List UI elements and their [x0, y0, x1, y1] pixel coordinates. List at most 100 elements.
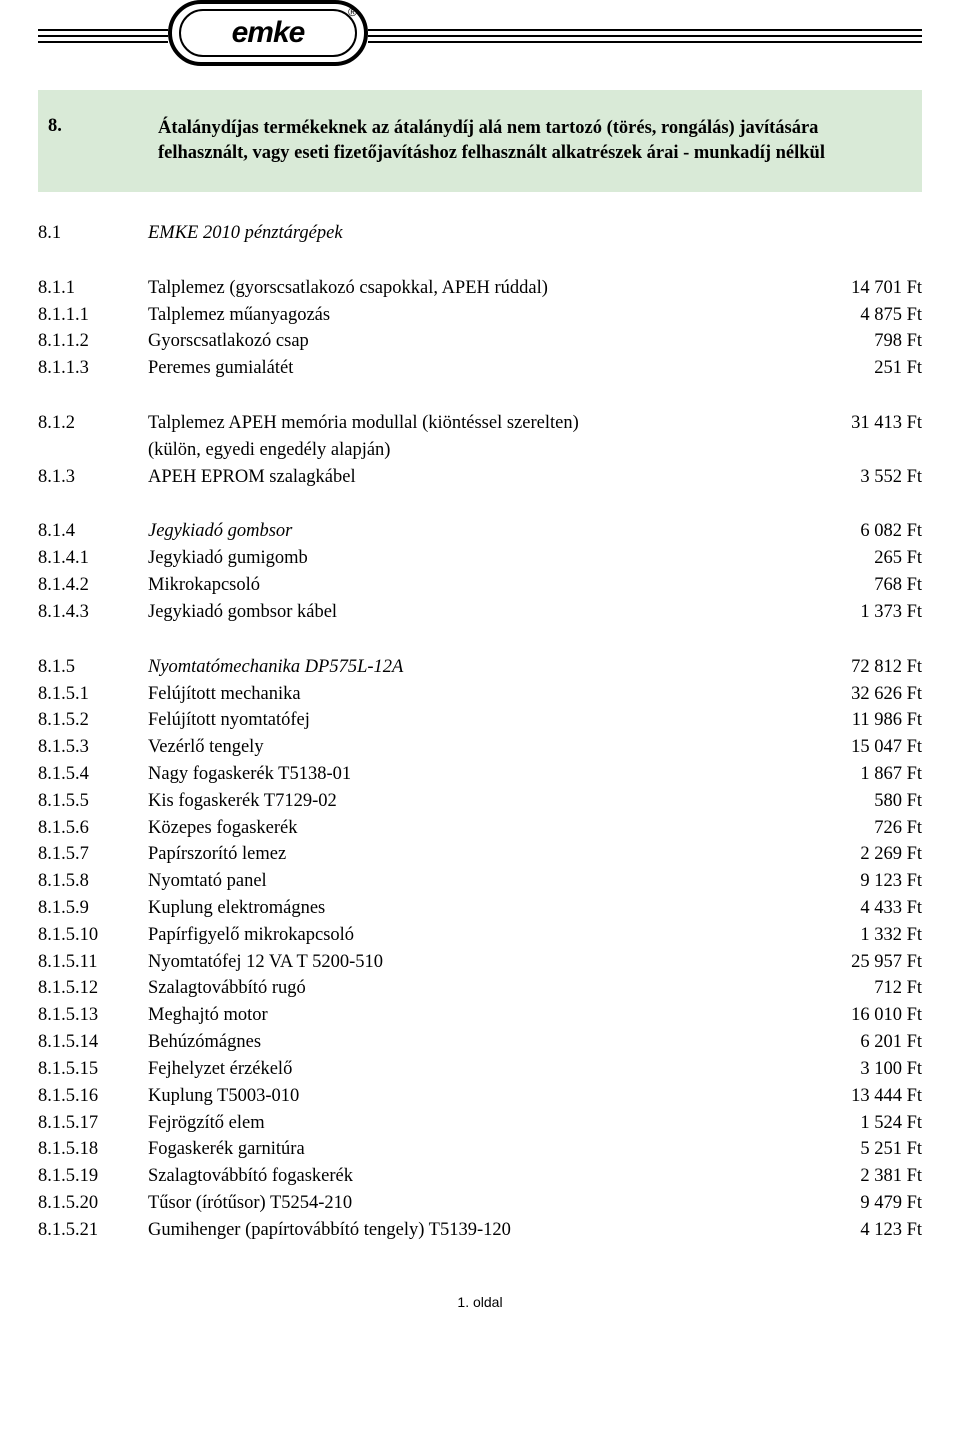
item-price: 5 251 Ft	[802, 1136, 922, 1163]
item-description: Nyomtató panel	[148, 868, 802, 895]
price-row: 8.1.1.3Peremes gumialátét251 Ft	[38, 355, 922, 382]
item-description: Mikrokapcsoló	[148, 572, 802, 599]
item-price: 6 082 Ft	[802, 518, 922, 545]
item-price: 1 867 Ft	[802, 761, 922, 788]
price-group: 8.1.1Talplemez (gyorscsatlakozó csapokka…	[38, 275, 922, 382]
price-row: 8.1.5.11Nyomtatófej 12 VA T 5200-51025 9…	[38, 949, 922, 976]
item-code: 8.1.5.19	[38, 1163, 148, 1190]
item-price: 726 Ft	[802, 815, 922, 842]
price-row: 8.1.5.21Gumihenger (papírtovábbító tenge…	[38, 1217, 922, 1244]
item-price: 16 010 Ft	[802, 1002, 922, 1029]
item-description: Kis fogaskerék T7129-02	[148, 788, 802, 815]
header-text: Átalánydíjas termékeknek az átalánydíj a…	[158, 116, 912, 166]
document-header: 8. Átalánydíjas termékeknek az átalánydí…	[38, 90, 922, 192]
item-description: Szalagtovábbító fogaskerék	[148, 1163, 802, 1190]
brand-logo: emke ®	[168, 0, 368, 66]
item-price: 14 701 Ft	[802, 275, 922, 302]
item-code: 8.1.5.14	[38, 1029, 148, 1056]
item-code: 8.1.1.3	[38, 355, 148, 382]
item-description: Jegykiadó gombsor	[148, 518, 802, 545]
item-price: 13 444 Ft	[802, 1083, 922, 1110]
item-price: 4 123 Ft	[802, 1217, 922, 1244]
price-group: 8.1.4Jegykiadó gombsor6 082 Ft8.1.4.1Jeg…	[38, 518, 922, 625]
item-code: 8.1.5.15	[38, 1056, 148, 1083]
item-code: 8.1.2	[38, 410, 148, 437]
item-code: 8.1.5.17	[38, 1110, 148, 1137]
item-description: APEH EPROM szalagkábel	[148, 464, 802, 491]
price-list: 8.1 EMKE 2010 pénztárgépek 8.1.1Talpleme…	[38, 220, 922, 1244]
item-code: 8.1.1.2	[38, 328, 148, 355]
item-description: Gyorscsatlakozó csap	[148, 328, 802, 355]
price-row: 8.1.5.8Nyomtató panel9 123 Ft	[38, 868, 922, 895]
price-row: 8.1.5.5Kis fogaskerék T7129-02580 Ft	[38, 788, 922, 815]
item-description: Nagy fogaskerék T5138-01	[148, 761, 802, 788]
price-row: 8.1.5.3Vezérlő tengely15 047 Ft	[38, 734, 922, 761]
item-description: Közepes fogaskerék	[148, 815, 802, 842]
price-row: 8.1.5.7Papírszorító lemez2 269 Ft	[38, 841, 922, 868]
item-code: 8.1.5.4	[38, 761, 148, 788]
logo-registered: ®	[348, 5, 357, 19]
item-description: Tűsor (írótűsor) T5254-210	[148, 1190, 802, 1217]
price-row: 8.1.1Talplemez (gyorscsatlakozó csapokka…	[38, 275, 922, 302]
item-price: 15 047 Ft	[802, 734, 922, 761]
item-code: 8.1.1.1	[38, 302, 148, 329]
item-code: 8.1.5.8	[38, 868, 148, 895]
price-row: 8.1.4Jegykiadó gombsor6 082 Ft	[38, 518, 922, 545]
item-description: Peremes gumialátét	[148, 355, 802, 382]
page: emke ® 8. Átalánydíjas termékeknek az át…	[0, 0, 960, 1350]
price-row: 8.1.4.3Jegykiadó gombsor kábel1 373 Ft	[38, 599, 922, 626]
price-row: 8.1.5.4Nagy fogaskerék T5138-011 867 Ft	[38, 761, 922, 788]
item-code: 8.1.5.3	[38, 734, 148, 761]
price-row: 8.1.5.6Közepes fogaskerék726 Ft	[38, 815, 922, 842]
item-description: Meghajtó motor	[148, 1002, 802, 1029]
item-price: 25 957 Ft	[802, 949, 922, 976]
item-description: (külön, egyedi engedély alapján)	[148, 437, 802, 464]
logo-bar: emke ®	[38, 0, 922, 72]
item-code: 8.1.4.1	[38, 545, 148, 572]
item-code: 8.1.5.18	[38, 1136, 148, 1163]
item-description: Talplemez APEH memória modullal (kiöntés…	[148, 410, 802, 437]
item-description: Fejrögzítő elem	[148, 1110, 802, 1137]
item-code: 8.1.5.1	[38, 681, 148, 708]
price-row: 8.1.4.2Mikrokapcsoló768 Ft	[38, 572, 922, 599]
section-code: 8.1	[38, 220, 148, 247]
item-code: 8.1.5.9	[38, 895, 148, 922]
item-price: 798 Ft	[802, 328, 922, 355]
item-code: 8.1.5.13	[38, 1002, 148, 1029]
price-row: 8.1.2Talplemez APEH memória modullal (ki…	[38, 410, 922, 437]
item-description: Jegykiadó gumigomb	[148, 545, 802, 572]
section-head-row: 8.1 EMKE 2010 pénztárgépek	[38, 220, 922, 247]
price-row: 8.1.5.10Papírfigyelő mikrokapcsoló1 332 …	[38, 922, 922, 949]
item-price: 72 812 Ft	[802, 654, 922, 681]
item-code: 8.1.5.6	[38, 815, 148, 842]
item-price: 1 332 Ft	[802, 922, 922, 949]
item-description: Gumihenger (papírtovábbító tengely) T513…	[148, 1217, 802, 1244]
item-code: 8.1.5.21	[38, 1217, 148, 1244]
item-description: Vezérlő tengely	[148, 734, 802, 761]
price-row: 8.1.5.2Felújított nyomtatófej11 986 Ft	[38, 707, 922, 734]
price-row: 8.1.5.20Tűsor (írótűsor) T5254-2109 479 …	[38, 1190, 922, 1217]
price-row: 8.1.5.17Fejrögzítő elem1 524 Ft	[38, 1110, 922, 1137]
page-footer: 1. oldal	[38, 1294, 922, 1310]
item-description: Kuplung elektromágnes	[148, 895, 802, 922]
item-description: Jegykiadó gombsor kábel	[148, 599, 802, 626]
rule-left	[38, 29, 168, 47]
price-row: 8.1.4.1Jegykiadó gumigomb265 Ft	[38, 545, 922, 572]
item-description: Szalagtovábbító rugó	[148, 975, 802, 1002]
price-row: 8.1.5.13Meghajtó motor16 010 Ft	[38, 1002, 922, 1029]
item-price: 580 Ft	[802, 788, 922, 815]
item-description: Felújított mechanika	[148, 681, 802, 708]
item-price: 265 Ft	[802, 545, 922, 572]
item-code: 8.1.1	[38, 275, 148, 302]
item-description: Talplemez műanyagozás	[148, 302, 802, 329]
item-price: 31 413 Ft	[802, 410, 922, 437]
item-description: Nyomtatómechanika DP575L-12A	[148, 654, 802, 681]
item-code: 8.1.4.2	[38, 572, 148, 599]
item-code: 8.1.5.2	[38, 707, 148, 734]
item-code: 8.1.4	[38, 518, 148, 545]
item-description: Papírszorító lemez	[148, 841, 802, 868]
price-row: 8.1.5Nyomtatómechanika DP575L-12A72 812 …	[38, 654, 922, 681]
item-code: 8.1.5.11	[38, 949, 148, 976]
price-row: 8.1.1.1Talplemez műanyagozás4 875 Ft	[38, 302, 922, 329]
item-code: 8.1.3	[38, 464, 148, 491]
